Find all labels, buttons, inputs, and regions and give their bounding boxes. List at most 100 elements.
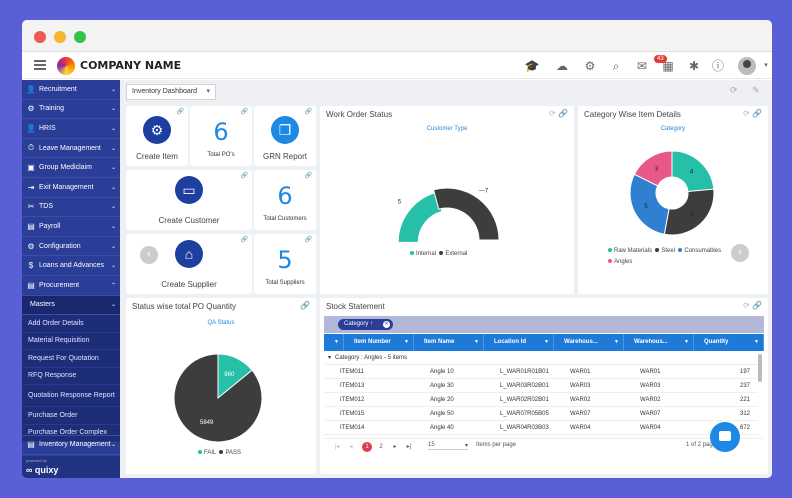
table-row[interactable]: ITEM014 Angle 40 L_WAR04R03B03 WAR04 WAR… (324, 422, 758, 435)
category-group-chip[interactable]: Category ↑ ✕ (338, 319, 394, 330)
link-icon[interactable]: 🔗 (304, 173, 312, 179)
total-customers-value: 6 (277, 182, 293, 210)
chat-launcher[interactable] (710, 422, 740, 452)
category-slice-consumables[interactable] (629, 173, 670, 235)
next-page-icon[interactable]: ▸ (393, 444, 397, 450)
table-row[interactable]: ITEM013 Angle 30 L_WAR03R02B01 WAR03 WAR… (324, 380, 758, 393)
grn-report-tile[interactable]: 🔗 ❐ GRN Report (254, 106, 316, 166)
sidebar-subitem[interactable]: RFQ Response (22, 368, 120, 386)
work-order-slice-external[interactable] (432, 187, 500, 241)
calendar-icon[interactable]: ▦ (662, 59, 674, 73)
panel-tools-icon[interactable]: ⟳ 🔗 (743, 109, 762, 118)
close-dot[interactable] (34, 31, 46, 43)
carousel-next-icon[interactable]: › (731, 244, 749, 262)
category-chart: 4 5 5 3 (629, 150, 715, 236)
link-icon[interactable]: 🔗 (240, 173, 248, 179)
sidebar-item-inventory[interactable]: ▤ Inventory Management ⌄ (22, 435, 120, 455)
col-item-number[interactable]: Item Number (344, 334, 414, 351)
link-icon[interactable]: 🔗 (240, 237, 248, 243)
link-icon[interactable]: 🔗 (176, 109, 184, 115)
panel-tools-icon[interactable]: ⟳ 🔗 (549, 109, 568, 118)
sidebar-item-leave[interactable]: ⏱ Leave Management ⌄ (22, 139, 120, 159)
category-slice-steel[interactable] (663, 188, 715, 236)
carousel-prev-icon[interactable]: ‹ (140, 246, 158, 264)
group-by-bar: Category ↑ ✕ (324, 316, 764, 333)
sidebar-item-payroll[interactable]: ▤ Payroll ⌄ (22, 217, 120, 237)
sidebar-item-configuration[interactable]: ⚙ Configuration ⌄ (22, 237, 120, 257)
chat-icon[interactable]: ✉ (636, 59, 648, 73)
sidebar-item-mediclaim[interactable]: ▣ Group Mediclaim ⌄ (22, 158, 120, 178)
sidebar-subitem[interactable]: Add Order Details (22, 315, 120, 333)
sidebar-item-training[interactable]: ⚙ Training ⌄ (22, 100, 120, 120)
edit-icon[interactable]: ✎ (752, 85, 760, 95)
sidebar-item-hris[interactable]: 👤 HRIS ⌄ (22, 119, 120, 139)
cloud-download-icon[interactable]: ☁ (556, 59, 568, 73)
sidebar-subitem[interactable]: Quotation Response Report (22, 385, 120, 408)
col-item-name[interactable]: Item Name (414, 334, 484, 351)
col-warehouse-2[interactable]: Warehous... (624, 334, 694, 351)
info-icon[interactable]: ⓘ (711, 59, 724, 73)
group-row[interactable]: ▾ Category : Angles - 5 items (324, 352, 758, 365)
prev-page-icon[interactable]: ◂ (349, 444, 353, 450)
create-supplier-tile[interactable]: 🔗 ⌂ Create Supplier (126, 234, 252, 294)
sidebar-item-procurement[interactable]: ▤ Procurement ⌃ (22, 276, 120, 296)
page-size-select[interactable]: 15 ▾ (428, 442, 468, 450)
bug-icon[interactable]: ✱ (688, 59, 700, 73)
table-row[interactable]: ITEM011 Angle 10 L_WAR01R01B01 WAR01 WAR… (324, 366, 758, 379)
link-icon[interactable]: 🔗 (304, 109, 312, 115)
grid-scrollbar[interactable] (758, 354, 762, 382)
sidebar-item-masters[interactable]: Masters ⌄ (22, 295, 120, 316)
link-icon[interactable]: 🔗 (304, 237, 312, 243)
status-po-data-label: 5849 (200, 420, 214, 426)
settings-cluster-icon: ⚙ (143, 116, 171, 144)
sidebar-item-tds[interactable]: ✂ TDS ⌄ (22, 198, 120, 218)
create-customer-tile[interactable]: 🔗 ▭ Create Customer (126, 170, 252, 230)
procurement-submenu: Masters ⌄ Add Order Details Material Requ… (22, 295, 120, 443)
total-customers-tile[interactable]: 🔗 6 Total Customers (254, 170, 316, 230)
page-2-button[interactable]: 2 (379, 444, 383, 450)
table-row[interactable]: ITEM012 Angle 20 L_WAR02R02B01 WAR02 WAR… (324, 394, 758, 407)
chevron-down-icon[interactable]: ▾ (764, 62, 768, 69)
graduation-cap-icon[interactable]: 🎓 (524, 59, 540, 73)
panel-tools-icon[interactable]: ⟳ 🔗 (743, 301, 762, 310)
status-po-slice-pass[interactable] (173, 353, 263, 443)
avatar[interactable] (738, 57, 756, 75)
category-slice-angles[interactable] (633, 150, 673, 187)
close-icon[interactable]: ✕ (383, 321, 391, 328)
sidebar-subitem[interactable]: Material Requisition (22, 333, 120, 351)
sidebar-item-loans[interactable]: $ Loans and Advances ⌄ (22, 256, 120, 276)
sidebar-item-exit[interactable]: ⇥ Exit Management ⌄ (22, 178, 120, 198)
link-icon[interactable]: 🔗 (240, 109, 248, 115)
refresh-icon[interactable]: ⟳ (730, 85, 738, 95)
status-po-subtitle: QA Status (207, 320, 235, 326)
col-quantity[interactable]: Quantity (694, 334, 764, 351)
menu-icon[interactable] (34, 60, 46, 70)
minimize-dot[interactable] (54, 31, 66, 43)
total-pos-tile[interactable]: 🔗 6 Total PO's (190, 106, 252, 166)
search-icon[interactable]: ⌕ (612, 59, 620, 73)
pager: |◂ ◂ 1 2 ▸ ▸| 15 ▾ Items per page 1 of 2… (324, 438, 764, 454)
table-row[interactable]: ITEM015 Angle 50 L_WAR07R05B05 WAR07 WAR… (324, 408, 758, 421)
sidebar-subitem[interactable]: Purchase Order (22, 407, 120, 425)
page-1-button[interactable]: 1 (362, 442, 372, 452)
notification-badge: 43 (654, 55, 667, 63)
work-order-slice-internal[interactable] (397, 191, 443, 243)
copy-icon: ❐ (271, 116, 299, 144)
sidebar-subitem[interactable]: Purchase Order Complex (22, 425, 120, 443)
create-item-tile[interactable]: 🔗 ⚙ Create Item (126, 106, 188, 166)
total-suppliers-tile[interactable]: 🔗 5 Total Suppliers (254, 234, 316, 294)
chevron-down-icon: ⌄ (110, 442, 116, 449)
first-page-icon[interactable]: |◂ (334, 444, 340, 450)
chevron-down-icon[interactable]: ▾ (328, 355, 332, 361)
user-settings-icon[interactable]: ⚙ (584, 59, 596, 73)
panel-tools-icon[interactable]: 🔗 (300, 301, 310, 310)
dashboard-select[interactable]: Inventory Dashboard (126, 84, 216, 100)
maximize-dot[interactable] (74, 31, 86, 43)
wallet-icon: ▤ (27, 221, 35, 231)
sidebar-subitem[interactable]: Request For Quotation (22, 350, 120, 368)
work-order-data-label: 5 (398, 199, 402, 205)
last-page-icon[interactable]: ▸| (406, 444, 412, 450)
col-warehouse-1[interactable]: Warehous... (554, 334, 624, 351)
col-location-id[interactable]: Location Id (484, 334, 554, 351)
sidebar-item-recruitment[interactable]: 👤 Recruitment ⌄ (22, 80, 120, 100)
